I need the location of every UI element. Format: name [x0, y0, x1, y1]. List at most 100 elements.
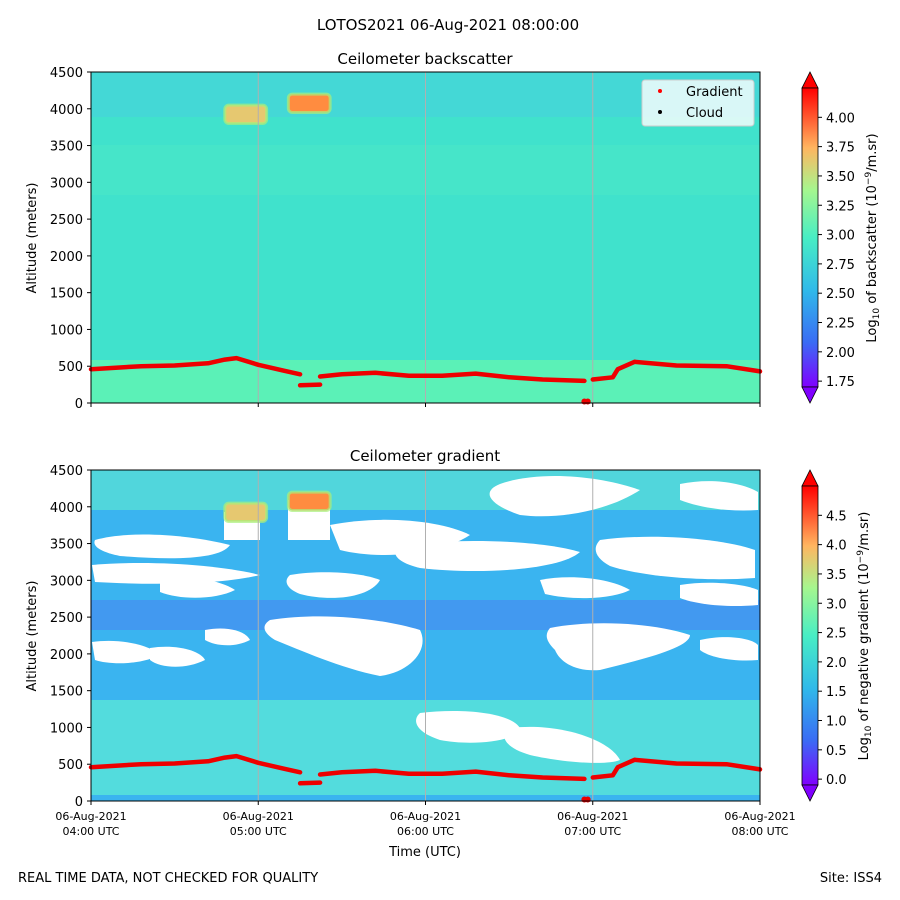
backscatter-gradient-trace [88, 355, 763, 405]
backscatter-colorbar-extend-top [801, 71, 819, 89]
gradient-xlabel: Time (UTC) [388, 845, 461, 860]
gradient-panel: Ceilometer gradient [25, 447, 874, 860]
legend-box [641, 79, 755, 127]
backscatter-aerosol-layers [223, 92, 332, 125]
backscatter-colorbar: 1.75 2.00 2.25 2.50 2.75 3.00 3.25 3.50 3.75 4.00… [801, 71, 882, 404]
colorbar-tick-label: 3.00 [826, 229, 855, 244]
x-tick-label: 06-Aug-2021 [557, 810, 628, 823]
backscatter-panel: Ceilometer backscatter 0 500 1000 1500 2000 2… [25, 50, 882, 412]
gradient-white-region [595, 536, 755, 580]
gradient-colorbar-extend-top [801, 469, 819, 487]
x-tick-label: 06:00 UTC [397, 825, 454, 838]
gradient-white-region [150, 646, 205, 667]
backscatter-gridlines [257, 72, 594, 403]
y-tick-label: 3000 [50, 574, 83, 589]
colorbar-tick-label: 0.5 [826, 744, 847, 759]
colorbar-tick-label: 4.00 [826, 111, 855, 126]
quality-disclaimer: REAL TIME DATA, NOT CHECKED FOR QUALITY [18, 871, 318, 886]
y-tick-label: 2500 [50, 213, 83, 228]
gradient-white-region [416, 710, 520, 743]
y-tick-label: 2000 [50, 250, 83, 265]
x-tick-label: 05:00 UTC [230, 825, 287, 838]
gradient-white-region [395, 540, 580, 572]
gradient-trace-segment [590, 757, 763, 780]
y-tick-label: 0 [75, 397, 83, 412]
y-tick-label: 2000 [50, 648, 83, 663]
y-tick-label: 3500 [50, 538, 83, 553]
gradient-white-region [160, 578, 235, 598]
x-tick-label: 06-Aug-2021 [223, 810, 294, 823]
backscatter-colorbar-bar [801, 87, 819, 388]
gradient-trace-segment [590, 359, 763, 382]
colorbar-tick-label: 3.75 [826, 141, 855, 156]
aerosol-layer [286, 490, 332, 512]
y-tick-label: 4000 [50, 501, 83, 516]
gradient-trace-segment [317, 370, 587, 384]
colorbar-tick-label: 2.75 [826, 258, 855, 273]
y-tick-label: 2500 [50, 611, 83, 626]
gradient-colorbar-label: Log10 of negative gradient (10−9/m.sr) [856, 512, 874, 761]
x-tick-label: 06-Aug-2021 [390, 810, 461, 823]
backscatter-title: Ceilometer backscatter [337, 50, 513, 68]
colorbar-tick-label: 1.0 [826, 715, 847, 730]
backscatter-x-ticks [90, 403, 761, 407]
aerosol-layer [286, 92, 332, 114]
gradient-white-region [264, 616, 423, 676]
gradient-x-ticks: 06-Aug-2021 04:00 UTC 06-Aug-2021 05:00 UTC… [55, 801, 796, 838]
gradient-ylabel: Altitude (meters) [25, 581, 40, 692]
gradient-white-region [680, 481, 758, 511]
gradient-white-region [546, 623, 690, 671]
y-tick-label: 0 [75, 795, 83, 810]
gradient-gridlines [257, 470, 594, 801]
colorbar-tick-label: 1.75 [826, 375, 855, 390]
y-tick-label: 1500 [50, 287, 83, 302]
colorbar-tick-label: 4.5 [826, 509, 847, 524]
gradient-no-data-regions [92, 476, 758, 763]
backscatter-y-ticks: 0 500 1000 1500 2000 2500 3000 3500 4000 4500 [50, 66, 91, 412]
y-tick-label: 500 [58, 360, 83, 375]
gradient-title: Ceilometer gradient [350, 447, 500, 465]
colorbar-tick-label: 2.5 [826, 627, 847, 642]
y-tick-label: 500 [58, 758, 83, 773]
gradient-colorbar: 0.0 0.5 1.0 1.5 2.0 2.5 3.0 3.5 4.0 4.5 Log10 of … [801, 469, 874, 802]
backscatter-colorbar-ticks: 1.75 2.00 2.25 2.50 2.75 3.00 3.25 3.50 3.75 4.00 [818, 111, 855, 390]
gradient-white-region [680, 582, 758, 607]
legend-cloud-label: Cloud [686, 106, 723, 121]
gradient-colorbar-extend-bottom [801, 784, 819, 802]
aerosol-layer [223, 501, 269, 523]
colorbar-tick-label: 3.5 [826, 568, 847, 583]
aerosol-layer [223, 103, 269, 125]
y-tick-label: 4500 [50, 66, 83, 81]
gradient-gradient-trace [88, 753, 763, 803]
backscatter-colorbar-label: Log10 of backscatter (10−9/m.sr) [864, 133, 882, 342]
gradient-white-region [700, 637, 758, 661]
backscatter-ylabel: Altitude (meters) [25, 183, 40, 294]
colorbar-tick-label: 3.50 [826, 170, 855, 185]
colorbar-tick-label: 3.0 [826, 597, 847, 612]
x-tick-label: 07:00 UTC [564, 825, 621, 838]
colorbar-tick-label: 1.5 [826, 685, 847, 700]
y-tick-label: 4500 [50, 464, 83, 479]
x-tick-label: 06-Aug-2021 [55, 810, 126, 823]
colorbar-tick-label: 2.0 [826, 656, 847, 671]
colorbar-tick-label: 2.25 [826, 317, 855, 332]
gradient-colorbar-ticks: 0.0 0.5 1.0 1.5 2.0 2.5 3.0 3.5 4.0 4.5 [818, 509, 847, 788]
gradient-trace-segment [88, 355, 303, 377]
y-tick-label: 1500 [50, 685, 83, 700]
y-tick-label: 1000 [50, 721, 83, 736]
gradient-white-region [92, 563, 260, 584]
colorbar-tick-label: 2.50 [826, 287, 855, 302]
colorbar-tick-label: 3.25 [826, 199, 855, 214]
gradient-trace-segment [297, 382, 323, 388]
legend: Gradient Cloud [641, 79, 755, 127]
gradient-white-region [504, 726, 620, 763]
gradient-white-region [94, 534, 230, 559]
site-label: Site: ISS4 [820, 871, 882, 886]
gradient-white-region [489, 476, 640, 517]
gradient-colorbar-bar [801, 485, 819, 786]
x-tick-label: 06-Aug-2021 [724, 810, 795, 823]
gradient-trace-point [584, 398, 591, 405]
gradient-white-region [92, 640, 160, 664]
legend-gradient-label: Gradient [686, 85, 743, 100]
